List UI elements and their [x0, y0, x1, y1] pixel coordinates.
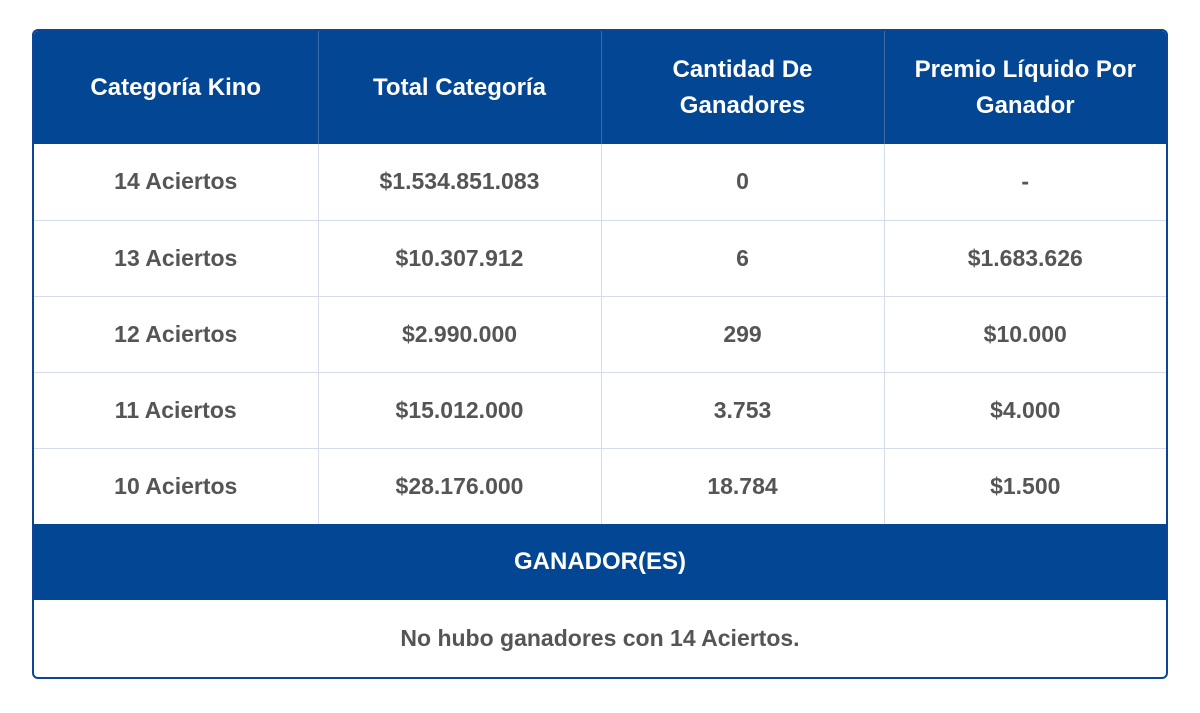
cell-categoria: 11 Aciertos [34, 371, 318, 448]
header-premio-liquido: Premio Líquido Por Ganador [883, 31, 1166, 144]
cell-ganadores: 3.753 [600, 371, 884, 448]
cell-ganadores: 6 [600, 219, 884, 296]
cell-premio: $1.500 [883, 447, 1166, 524]
header-categoria: Categoría Kino [34, 31, 318, 144]
table-header: Categoría Kino Total Categoría Cantidad … [34, 31, 1166, 144]
prize-table: Categoría Kino Total Categoría Cantidad … [34, 31, 1166, 524]
cell-premio: $10.000 [883, 295, 1166, 372]
table-body: 14 Aciertos $1.534.851.083 0 - 13 Aciert… [34, 144, 1166, 524]
cell-ganadores: 299 [600, 295, 884, 372]
cell-premio: $4.000 [883, 371, 1166, 448]
table-row: 14 Aciertos $1.534.851.083 0 - [34, 144, 1166, 220]
table-row: 11 Aciertos $15.012.000 3.753 $4.000 [34, 371, 1166, 448]
results-card: Categoría Kino Total Categoría Cantidad … [32, 29, 1168, 679]
cell-categoria: 13 Aciertos [34, 219, 318, 296]
winners-header: GANADOR(ES) [34, 524, 1166, 600]
cell-premio: $1.683.626 [883, 219, 1166, 296]
cell-total: $28.176.000 [317, 447, 601, 524]
cell-total: $2.990.000 [317, 295, 601, 372]
table-row: 13 Aciertos $10.307.912 6 $1.683.626 [34, 219, 1166, 296]
cell-total: $1.534.851.083 [317, 144, 601, 220]
header-cantidad-ganadores: Cantidad De Ganadores [600, 31, 884, 144]
cell-categoria: 10 Aciertos [34, 447, 318, 524]
cell-total: $10.307.912 [317, 219, 601, 296]
winners-message: No hubo ganadores con 14 Aciertos. [400, 625, 800, 651]
cell-premio: - [883, 144, 1166, 220]
cell-categoria: 12 Aciertos [34, 295, 318, 372]
cell-total: $15.012.000 [317, 371, 601, 448]
table-row: 12 Aciertos $2.990.000 299 $10.000 [34, 295, 1166, 372]
table-row: 10 Aciertos $28.176.000 18.784 $1.500 [34, 447, 1166, 524]
cell-categoria: 14 Aciertos [114, 168, 238, 195]
cell-ganadores: 18.784 [600, 447, 884, 524]
header-row: Categoría Kino Total Categoría Cantidad … [34, 31, 1166, 144]
header-total-categoria: Total Categoría [317, 31, 601, 144]
cell-ganadores: 0 [600, 144, 884, 220]
